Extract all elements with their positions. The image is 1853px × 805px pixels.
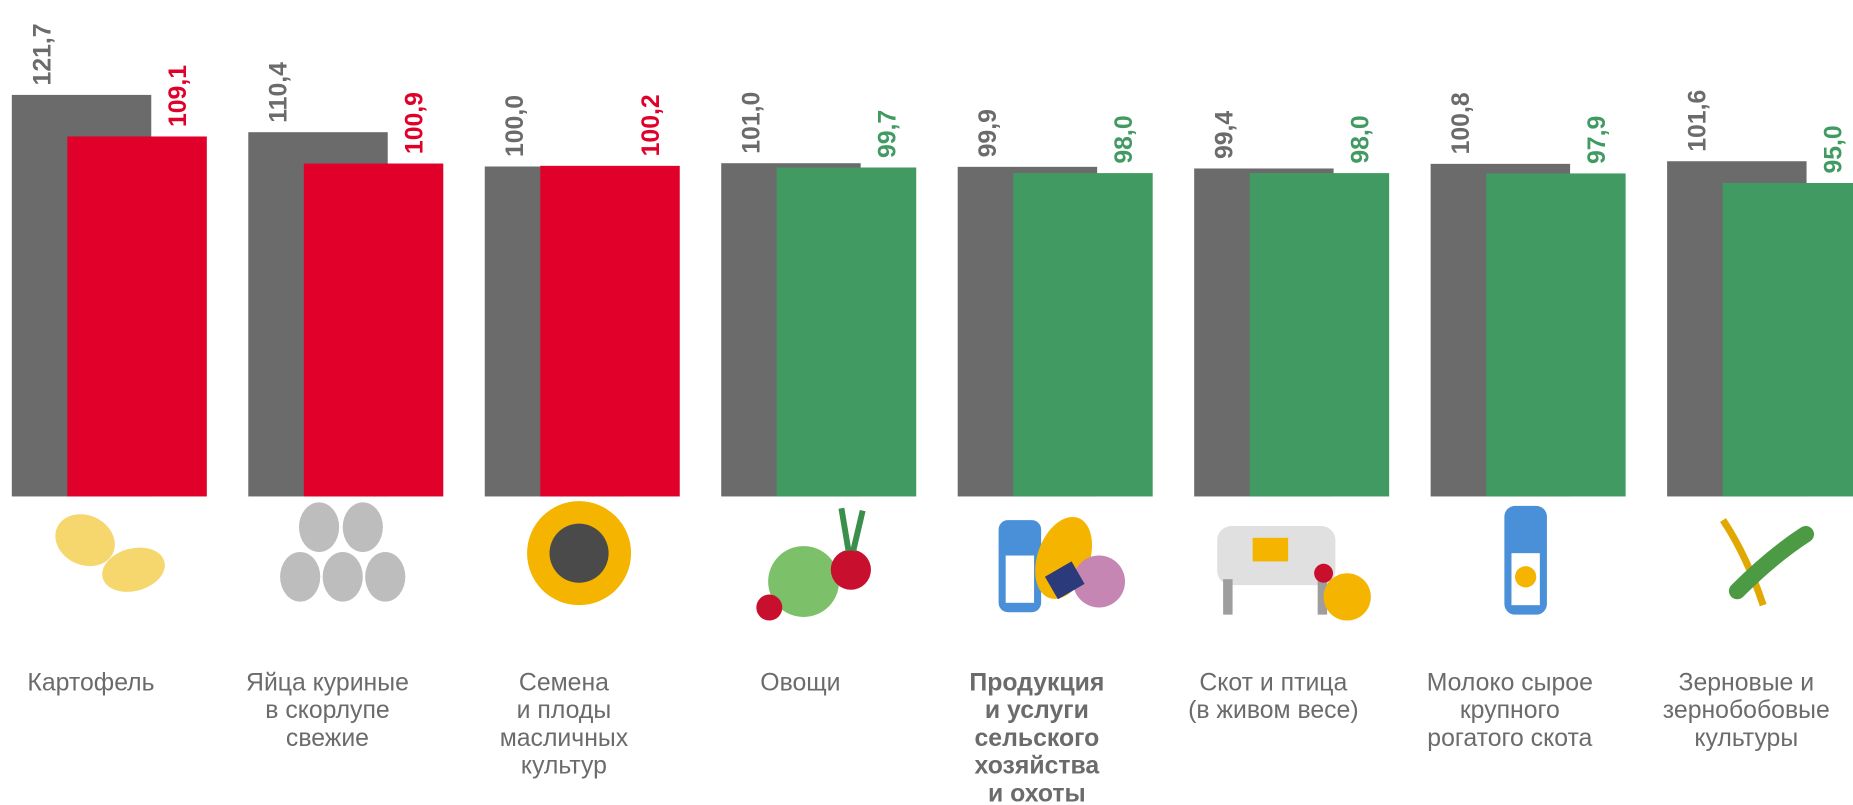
category-label-line: Картофель [27,669,154,696]
category-label-line: культур [521,753,607,780]
value-label: 110,4 [266,62,293,123]
value-label: 97,9 [1584,116,1611,164]
value-label: 98,0 [1348,115,1375,163]
category-label: Скот и птица(в живом весе) [1188,669,1359,724]
bar [1013,173,1152,496]
grain-icon [1723,520,1806,605]
icons [47,501,1806,620]
page: 121,7 109,1 Картофель 110,4 100,9 Яйца курины… [0,0,1853,805]
value-label: 99,4 [1212,111,1239,159]
livestock-icon [1217,526,1371,621]
bar [1250,173,1389,496]
value-label: 100,9 [402,92,429,154]
category-label-line: и охоты [988,780,1086,805]
value-label: 100,2 [638,94,665,156]
category-label-line: и плоды [517,697,611,724]
category-label-line: Молоко сырое [1427,669,1593,696]
eggs-icon [280,502,405,601]
category-label-line: сельского [975,725,1100,752]
value-label: 101,0 [739,92,766,154]
category-label-line: крупного [1460,697,1560,724]
value-label: 121,7 [29,23,56,85]
value-label: 99,9 [975,109,1002,157]
bar [1486,173,1625,496]
category-label-line: Семена [519,669,609,696]
category-label-line: Яйца куриные [246,669,409,696]
category-label-line: культуры [1694,725,1798,752]
farm-products-icon [999,509,1125,612]
bar [777,167,916,496]
category-label: Картофель [27,669,154,696]
value-label: 100,0 [502,95,529,157]
value-label: 101,6 [1685,90,1712,152]
bar [67,136,206,496]
bar [1723,183,1853,496]
value-label: 98,0 [1111,115,1138,163]
category-label-line: свежие [286,725,369,752]
category-label-line: и услуги [985,697,1089,724]
category-label: Овощи [760,669,840,696]
potato-icon [47,505,170,599]
category-label-line: в скорлупе [265,697,389,724]
category-label-line: Зерновые и [1678,669,1814,696]
category-label-line: Продукция [969,669,1104,696]
vegetables-icon [756,508,871,620]
value-label: 95,0 [1820,125,1847,173]
value-label: 99,7 [875,110,902,158]
bar [540,166,679,497]
category-label-line: хозяйства [975,753,1100,780]
category-label-line: Овощи [760,669,840,696]
bar [304,164,443,497]
category-label-line: (в живом весе) [1188,697,1359,724]
category-label-line: масличных [500,725,629,752]
milk-icon [1504,506,1547,615]
category-label-line: Скот и птица [1199,669,1347,696]
value-label: 100,8 [1448,92,1475,154]
sunflower-icon [527,501,631,605]
chart: 121,7 109,1 Картофель 110,4 100,9 Яйца курины… [0,0,1853,805]
category-label-line: зернобобовые [1663,697,1830,724]
value-label: 109,1 [165,65,192,127]
category-label-line: рогатого скота [1427,725,1592,752]
